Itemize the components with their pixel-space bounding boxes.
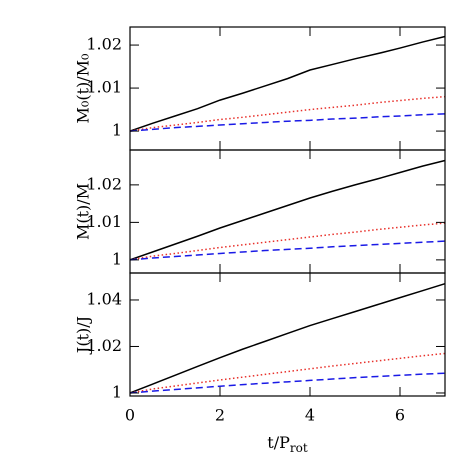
y-tick-label: 1.02 xyxy=(86,35,122,54)
series-line xyxy=(129,35,446,132)
series-line xyxy=(129,240,446,261)
x-tick-label: 4 xyxy=(305,406,315,425)
y-tick-label: 1 xyxy=(112,121,122,140)
y-tick-label: 1.04 xyxy=(86,289,122,308)
series-line xyxy=(129,222,446,261)
series-line xyxy=(129,352,446,394)
series-line xyxy=(129,95,446,132)
series-line xyxy=(129,159,446,261)
y-tick-label: 1 xyxy=(112,249,122,268)
y-tick-label: 1.01 xyxy=(86,212,122,231)
x-tick-label: 6 xyxy=(395,406,405,425)
series-line xyxy=(129,372,446,394)
x-tick-label: 0 xyxy=(125,406,135,425)
y-axis-label: J(t)/J xyxy=(74,316,93,355)
y-axis-label: M(t)/M xyxy=(74,183,93,240)
x-axis-label-text: t/P xyxy=(267,433,290,452)
y-axis-label: M₀(t)/M₀ xyxy=(74,54,93,124)
x-tick-label: 2 xyxy=(215,406,225,425)
y-tick-label: 1.02 xyxy=(86,174,122,193)
y-tick-label: 1.02 xyxy=(86,336,122,355)
series-line xyxy=(129,282,446,394)
y-tick-label: 1.01 xyxy=(86,78,122,97)
panel-frame xyxy=(129,149,446,274)
y-tick-label: 1 xyxy=(112,382,122,401)
panel-frame xyxy=(129,272,446,397)
x-axis-label-subscript: rot xyxy=(290,441,308,455)
series-line xyxy=(129,113,446,132)
x-axis-label: t/Prot xyxy=(267,433,308,455)
panel-frame xyxy=(129,26,446,151)
